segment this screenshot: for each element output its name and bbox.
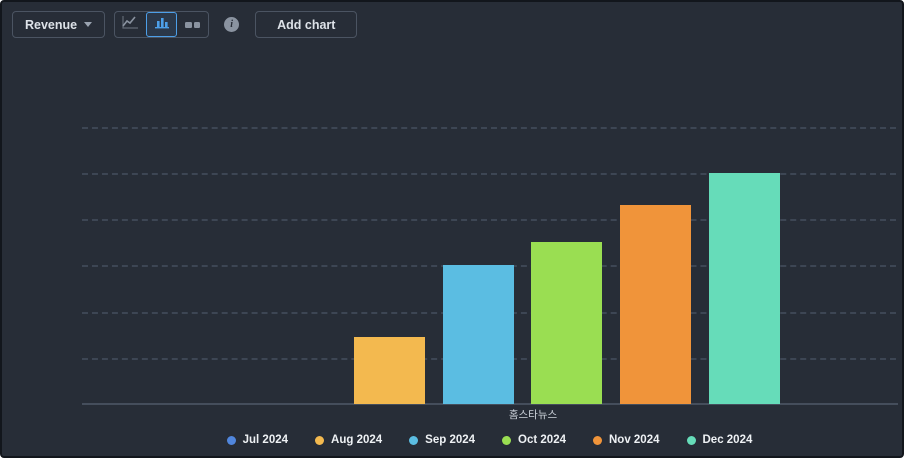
legend-item-aug-2024[interactable]: Aug 2024 <box>315 434 382 446</box>
gridline <box>82 173 896 175</box>
legend-label: Dec 2024 <box>702 434 753 446</box>
legend-label: Sep 2024 <box>425 434 476 446</box>
chart-type-toggle <box>114 11 210 38</box>
gridline <box>82 126 896 129</box>
bar-sep-2024[interactable] <box>442 265 514 404</box>
legend-item-sep-2024[interactable]: Sep 2024 <box>409 434 475 446</box>
legend-label: Aug 2024 <box>331 434 383 446</box>
x-axis-line <box>82 403 898 405</box>
metric-dropdown-label: Revenue <box>25 17 78 32</box>
chart-type-compact-button[interactable] <box>177 12 208 37</box>
line-chart-icon <box>122 15 139 34</box>
legend-item-dec-2024[interactable]: Dec 2024 <box>686 434 753 446</box>
legend-item-jul-2024[interactable]: Jul 2024 <box>226 434 289 446</box>
bar-oct-2024[interactable] <box>531 242 603 404</box>
gridline <box>82 219 896 222</box>
legend-label: Jul 2024 <box>242 434 289 446</box>
compact-bars-icon <box>184 16 201 34</box>
chart-toolbar: Revenue <box>12 11 358 38</box>
bar-aug-2024[interactable] <box>353 337 425 404</box>
legend-dot-icon <box>592 435 602 445</box>
bar-nov-2024[interactable] <box>620 205 692 404</box>
legend-item-oct-2024[interactable]: Oct 2024 <box>502 434 566 446</box>
legend-label: Nov 2024 <box>608 434 660 446</box>
legend-dot-icon <box>502 435 512 445</box>
chart-type-bar-button[interactable] <box>146 12 178 37</box>
chevron-down-icon <box>84 22 93 27</box>
info-icon[interactable]: i <box>224 17 240 32</box>
chart-legend: Jul 2024 Aug 2024 Sep 2024 Oct 2024 Nov 2024… <box>82 434 897 446</box>
legend-dot-icon <box>315 435 325 445</box>
bar-dec-2024[interactable] <box>709 173 780 404</box>
legend-dot-icon <box>226 435 236 445</box>
metric-dropdown[interactable]: Revenue <box>12 11 106 38</box>
bar-chart-icon <box>154 15 170 34</box>
legend-dot-icon <box>686 435 696 445</box>
add-chart-button[interactable]: Add chart <box>255 11 358 38</box>
chart-type-line-button[interactable] <box>115 12 146 37</box>
legend-item-nov-2024[interactable]: Nov 2024 <box>592 434 660 446</box>
legend-dot-icon <box>409 435 419 445</box>
legend-label: Oct 2024 <box>518 434 566 446</box>
x-axis-category-label: 홈스타뉴스 <box>508 409 558 421</box>
